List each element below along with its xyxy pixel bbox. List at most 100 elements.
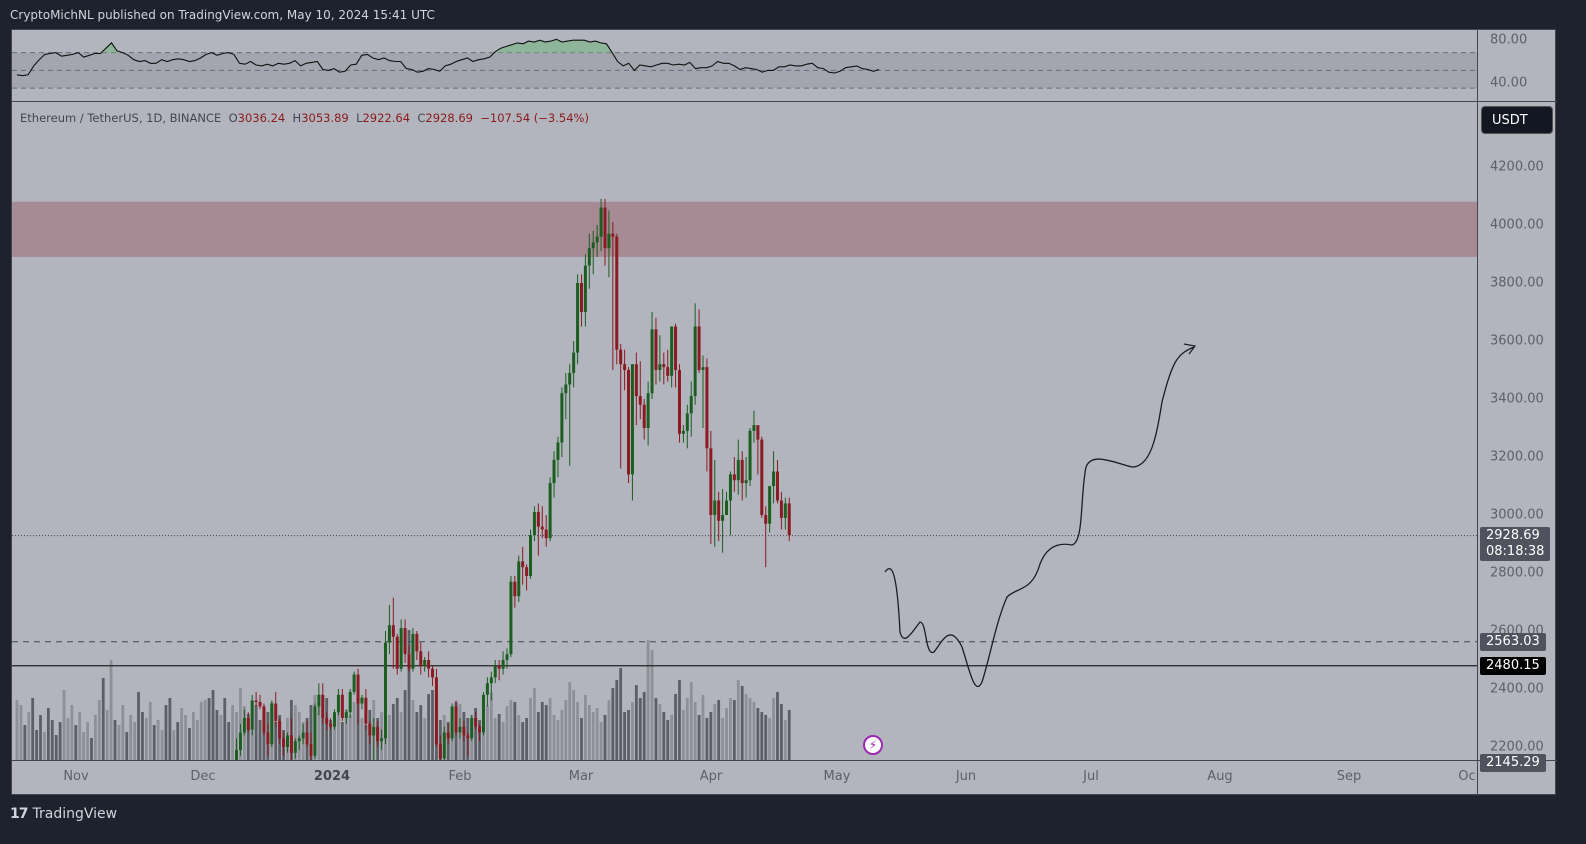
currency-button[interactable]: USDT — [1481, 106, 1553, 134]
volume-bar — [39, 715, 42, 760]
candlestick-plot — [12, 198, 1477, 760]
legend-close: 2928.69 — [425, 111, 473, 125]
volume-bar — [141, 712, 144, 760]
candle-body — [321, 694, 325, 718]
candle-body — [238, 732, 242, 750]
volume-bar — [752, 702, 756, 760]
volume-bar — [211, 690, 215, 760]
candle-body — [270, 703, 274, 745]
volume-bar — [693, 702, 697, 760]
candle-body — [583, 265, 587, 312]
candle-body — [438, 744, 442, 759]
volume-bar — [407, 630, 411, 760]
candle-body — [313, 706, 317, 756]
volume-bar — [50, 720, 54, 760]
rsi-pane[interactable] — [12, 30, 1477, 101]
candle-body — [380, 738, 384, 742]
volume-bar — [772, 698, 775, 760]
candle-body — [434, 677, 438, 745]
volume-bar — [172, 730, 176, 760]
volume-bar — [564, 700, 568, 760]
candle-body — [474, 718, 478, 727]
volume-bar — [156, 720, 160, 760]
rsi-plot — [12, 38, 1477, 89]
volume-bar — [709, 712, 713, 760]
candle-body — [344, 712, 348, 718]
candle-body — [458, 726, 462, 733]
volume-bar — [164, 705, 168, 760]
candle-body — [568, 372, 572, 385]
volume-bar — [207, 698, 211, 760]
volume-bar — [595, 708, 599, 760]
candle-body — [427, 660, 431, 669]
legend-open: 3036.24 — [237, 111, 286, 125]
volume-bar — [86, 722, 89, 760]
volume-bar — [364, 725, 368, 760]
candle-body — [787, 503, 791, 536]
publish-info: CryptoMichNL published on TradingView.co… — [10, 8, 435, 22]
volume-bar — [576, 702, 579, 760]
volume-bar — [223, 698, 227, 760]
candle-body — [442, 732, 446, 759]
volume-bar — [474, 708, 478, 760]
volume-bar — [129, 715, 133, 760]
volume-bar — [501, 722, 505, 760]
candle-body — [775, 471, 779, 501]
volume-bar — [293, 705, 297, 760]
price-tick: 4000.00 — [1490, 217, 1544, 233]
volume-bar — [227, 722, 231, 760]
volume-bar — [497, 714, 501, 760]
time-axis[interactable]: Nov Dec 2024 Feb Mar Apr May Jun Jul Aug Sep Oc — [12, 761, 1477, 795]
price-pane[interactable]: Ethereum / TetherUS, 1D, BINANCE O3036.2… — [12, 102, 1477, 760]
candle-body — [638, 396, 642, 405]
candle-body — [576, 283, 580, 353]
volume-bar — [419, 705, 423, 760]
volume-bar — [395, 698, 399, 760]
volume-bar — [768, 718, 772, 760]
tradingview-logo-icon: 17 — [10, 806, 29, 822]
chart-frame[interactable]: Ethereum / TetherUS, 1D, BINANCE O3036.2… — [11, 29, 1557, 796]
volume-bar — [188, 728, 191, 760]
price-axis[interactable]: 80.00 40.00 4200.00 4000.00 3800.00 3600.00… — [1478, 30, 1557, 772]
candle-body — [372, 726, 376, 736]
volume-bar — [168, 698, 172, 760]
volume-bar — [525, 718, 528, 760]
candle-body — [646, 393, 650, 428]
candle-body — [764, 515, 768, 524]
volume-bar — [682, 710, 685, 760]
candle-body — [493, 665, 497, 678]
candle-body — [403, 628, 407, 655]
volume-bar — [536, 712, 540, 760]
volume-bar — [509, 700, 513, 760]
candle-body — [783, 503, 787, 518]
volume-bar — [219, 715, 223, 760]
candle-body — [325, 718, 329, 724]
price-tick: 4200.00 — [1490, 159, 1544, 175]
candle-body — [662, 364, 666, 368]
volume-bar — [254, 705, 258, 760]
candle-body — [564, 384, 568, 394]
candle-body — [536, 512, 540, 527]
lightning-event-icon[interactable]: ⚡ — [863, 735, 883, 755]
candle-body — [278, 720, 282, 739]
volume-bar — [19, 705, 23, 760]
pane-separator[interactable] — [12, 101, 1557, 102]
candle-body — [454, 706, 458, 733]
candle-body — [634, 364, 638, 397]
candle-body — [587, 248, 591, 266]
volume-bar — [517, 715, 521, 760]
volume-bar — [493, 718, 497, 760]
volume-bar — [137, 692, 140, 760]
volume-bar — [678, 680, 681, 760]
candle-body — [466, 735, 470, 739]
candle-body — [779, 500, 783, 518]
candle-body — [411, 633, 415, 669]
candle-body — [399, 628, 403, 669]
rsi-tick-80: 80.00 — [1490, 32, 1528, 48]
volume-bar — [31, 698, 35, 760]
candle-body — [282, 738, 286, 747]
candle-body — [258, 702, 262, 707]
volume-bar — [580, 718, 583, 760]
volume-bar — [646, 640, 650, 760]
volume-bar — [66, 718, 70, 760]
